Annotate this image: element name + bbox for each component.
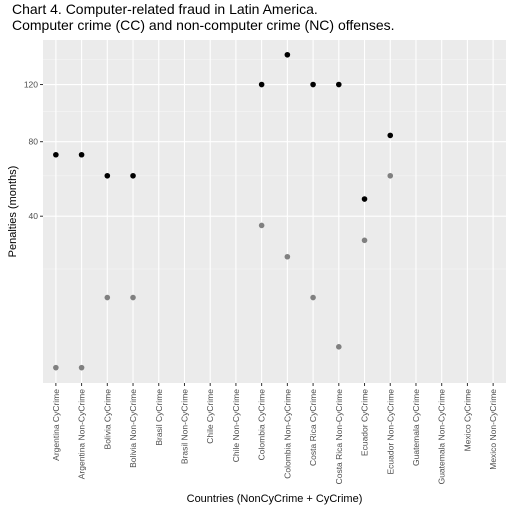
- x-tick-label: Bolivia CyCrime: [102, 389, 112, 450]
- y-tick-label: 80: [29, 137, 39, 147]
- data-point: [53, 364, 59, 371]
- x-tick-label: Mexico Non-CyCrime: [488, 389, 498, 470]
- data-point: [284, 51, 291, 58]
- data-point: [258, 222, 265, 229]
- x-tick-label: Argentina Non-CyCrime: [77, 389, 87, 479]
- data-point: [53, 151, 59, 158]
- data-point: [78, 364, 85, 371]
- x-axis: Argentina CyCrime Argentina Non-CyCrime Bo…: [51, 383, 498, 484]
- x-tick-label: Brasil CyCrime: [154, 389, 164, 446]
- data-point: [78, 151, 85, 158]
- data-point: [310, 294, 316, 301]
- y-axis: 40 80 120: [24, 80, 43, 221]
- x-tick-label: Ecuador CyCrime: [360, 389, 370, 456]
- y-axis-title: Penalties (months): [7, 166, 19, 258]
- data-point: [130, 172, 136, 179]
- chart-subtitle: Computer crime (CC) and non-computer cri…: [12, 17, 395, 33]
- x-tick-label: Mexico CyCrime: [462, 389, 472, 452]
- x-tick-label: Costa Rica CyCrime: [308, 389, 318, 466]
- x-tick-label: Chile CyCrime: [205, 389, 215, 444]
- grid-lines: [43, 40, 506, 383]
- y-tick-label: 40: [29, 211, 39, 221]
- data-point: [361, 196, 368, 202]
- x-tick-label: Guatemala CyCrime: [411, 389, 421, 466]
- x-tick-label: Guatemala Non-CyCrime: [437, 389, 447, 485]
- data-point: [284, 253, 291, 260]
- data-point: [130, 294, 136, 301]
- data-point: [104, 294, 111, 301]
- x-tick-label: Costa Rica Non-CyCrime: [334, 389, 344, 485]
- data-point: [258, 81, 265, 88]
- x-tick-label: Argentina CyCrime: [51, 389, 61, 461]
- data-point: [336, 81, 342, 88]
- x-tick-label: Chile Non-CyCrime: [231, 389, 241, 462]
- x-tick-label: Colombia CyCrime: [257, 389, 267, 461]
- data-point: [104, 172, 111, 179]
- plot-panel: [43, 40, 506, 383]
- x-tick-label: Colombia Non-CyCrime: [282, 389, 292, 479]
- data-point: [387, 132, 394, 139]
- x-tick-label: Brasil Non-CyCrime: [179, 389, 189, 464]
- x-axis-title: Countries (NonCyCrime + CyCrime): [187, 493, 363, 505]
- x-tick-label: Ecuador Non-CyCrime: [385, 389, 395, 475]
- data-points: [53, 51, 394, 371]
- data-point: [387, 172, 394, 179]
- x-tick-label: Bolivia Non-CyCrime: [128, 389, 138, 468]
- data-point: [361, 237, 368, 244]
- data-point: [310, 81, 316, 88]
- data-point: [336, 344, 342, 350]
- y-tick-label: 120: [24, 80, 38, 90]
- chart-title: Chart 4. Computer-related fraud in Latin…: [12, 1, 395, 33]
